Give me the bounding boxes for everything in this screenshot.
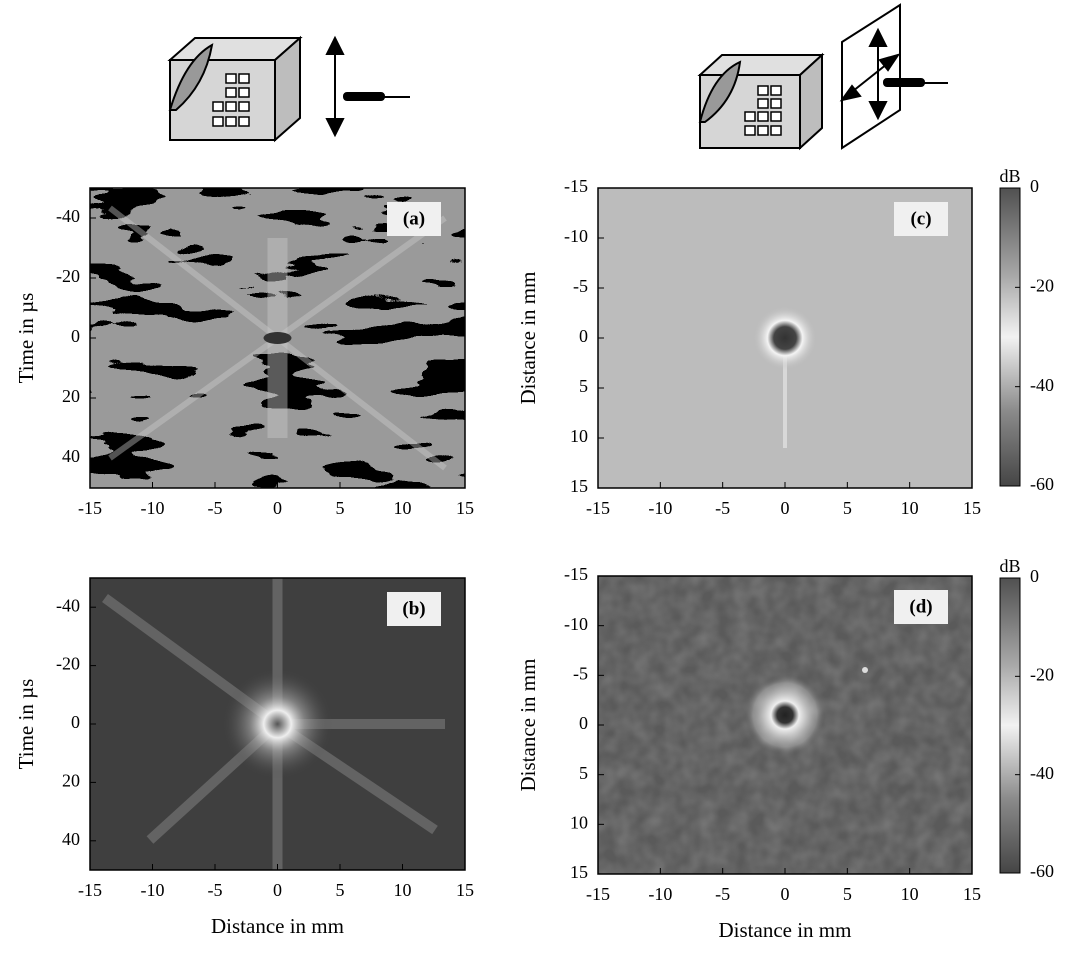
y-tick-label: -40 <box>56 206 80 226</box>
figure: -15-10-5051015-40-2002040Time in µs(a)-1… <box>0 0 1066 950</box>
y-tick-label: -10 <box>564 226 588 246</box>
x-tick-label: 10 <box>394 880 412 900</box>
x-tick-label: 5 <box>843 884 852 904</box>
x-tick-label: 15 <box>456 498 474 518</box>
x-tick-label: -15 <box>586 498 610 518</box>
image-spot <box>862 667 868 673</box>
y-tick-label: 20 <box>62 771 80 791</box>
x-tick-label: 15 <box>963 498 981 518</box>
x-tick-label: -10 <box>648 498 672 518</box>
y-tick-label: -5 <box>573 276 588 296</box>
x-axis-label: Distance in mm <box>211 914 344 938</box>
image-spot <box>264 332 292 344</box>
x-tick-label: -15 <box>78 498 102 518</box>
colorbar-tick-label: -20 <box>1030 275 1054 295</box>
x-tick-label: -10 <box>648 884 672 904</box>
y-tick-label: 15 <box>570 862 588 882</box>
colorbar-tick-label: -60 <box>1030 474 1054 494</box>
colorbar-tick-label: 0 <box>1030 176 1039 196</box>
colorbar-tick-label: -60 <box>1030 861 1054 881</box>
x-tick-label: 10 <box>901 498 919 518</box>
panel: -15 -10 -5 0 5 10 15 -40 -20 0 20 40 Time in µs Dista… <box>14 578 474 938</box>
x-tick-label: -5 <box>208 880 223 900</box>
y-tick-label: -5 <box>573 663 588 683</box>
y-axis-label: Distance in mm <box>516 272 540 405</box>
x-tick-label: 5 <box>336 498 345 518</box>
x-tick-label: 0 <box>273 498 282 518</box>
panel-label: (a) <box>403 208 425 229</box>
colorbar-tick-label: -40 <box>1030 763 1054 783</box>
x-tick-label: -5 <box>715 498 730 518</box>
y-tick-label: 0 <box>71 712 80 732</box>
colorbar <box>1000 578 1020 873</box>
y-axis-label: Distance in mm <box>516 659 540 792</box>
icon-left <box>170 38 410 140</box>
x-tick-label: -10 <box>141 880 165 900</box>
x-tick-label: 10 <box>901 884 919 904</box>
x-tick-label: -15 <box>586 884 610 904</box>
panel-label: (d) <box>909 596 932 617</box>
y-tick-label: 40 <box>62 446 80 466</box>
y-tick-label: -15 <box>564 176 588 196</box>
x-tick-label: 0 <box>781 884 790 904</box>
x-tick-label: -5 <box>715 884 730 904</box>
colorbar-tick-label: 0 <box>1030 566 1039 586</box>
y-tick-label: 0 <box>71 326 80 346</box>
y-tick-label: -40 <box>56 595 80 615</box>
y-tick-label: 0 <box>579 713 588 733</box>
colorbar-label: dB <box>999 166 1020 186</box>
x-tick-label: 5 <box>336 880 345 900</box>
y-tick-label: 10 <box>570 426 588 446</box>
x-tick-label: 10 <box>394 498 412 518</box>
x-tick-label: 0 <box>781 498 790 518</box>
x-tick-label: -15 <box>78 880 102 900</box>
colorbar-tick-label: -40 <box>1030 375 1054 395</box>
y-tick-label: -20 <box>56 266 80 286</box>
panel: -15 -10 -5 0 5 10 15 -40 -20 0 20 40 Time in µs (a) <box>14 188 474 518</box>
y-tick-label: 20 <box>62 386 80 406</box>
image-glow <box>753 306 817 370</box>
y-axis-label: Time in µs <box>14 293 38 384</box>
image-glow <box>223 669 333 779</box>
y-tick-label: 10 <box>570 812 588 832</box>
colorbar-tick-label: -20 <box>1030 664 1054 684</box>
y-tick-label: 0 <box>579 326 588 346</box>
panel-label: (b) <box>402 598 425 619</box>
y-tick-label: 5 <box>579 376 588 396</box>
y-tick-label: 15 <box>570 476 588 496</box>
y-tick-label: -10 <box>564 614 588 634</box>
image-glow <box>745 675 825 755</box>
panel-label: (c) <box>910 208 931 229</box>
y-tick-label: -20 <box>56 654 80 674</box>
x-axis-label: Distance in mm <box>719 918 852 942</box>
icon-right <box>700 5 948 148</box>
colorbar <box>1000 188 1020 486</box>
x-tick-label: -5 <box>208 498 223 518</box>
x-tick-label: 0 <box>273 880 282 900</box>
y-axis-label: Time in µs <box>14 679 38 770</box>
x-tick-label: 5 <box>843 498 852 518</box>
y-tick-label: 5 <box>579 763 588 783</box>
x-tick-label: -10 <box>141 498 165 518</box>
colorbar-label: dB <box>999 556 1020 576</box>
y-tick-label: 40 <box>62 829 80 849</box>
x-tick-label: 15 <box>963 884 981 904</box>
x-tick-label: 15 <box>456 880 474 900</box>
y-tick-label: -15 <box>564 564 588 584</box>
